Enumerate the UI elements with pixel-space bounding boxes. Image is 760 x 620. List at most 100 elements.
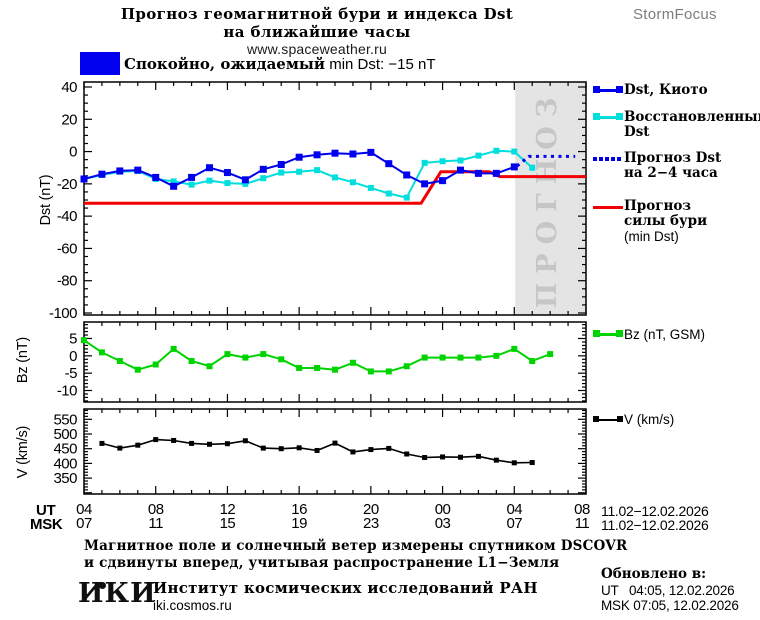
marker-dst-kyoto: [457, 166, 464, 174]
xtick-msk: 03: [435, 515, 451, 532]
ytick-label: 5: [69, 331, 77, 348]
marker-dst-kyoto: [403, 171, 411, 179]
ytick-label: -80: [57, 273, 77, 290]
legend-dst-kyoto-label: Dst, Киото: [624, 82, 708, 98]
marker-dst-restored: [332, 174, 338, 181]
marker-v: [404, 451, 410, 457]
ytick-label: -10: [57, 383, 77, 400]
marker-dst-restored: [349, 179, 356, 186]
updated-msk: MSK 07:05, 12.02.2026: [601, 598, 739, 613]
marker-dst-kyoto: [80, 175, 88, 183]
marker-dst-restored: [260, 175, 267, 182]
legend-forecast-swatch: [593, 153, 623, 165]
marker-bz: [475, 354, 482, 361]
marker-dst-kyoto: [439, 177, 447, 185]
institute-name: Институт космических исследований РАН: [153, 579, 538, 597]
marker-dst-kyoto: [349, 150, 357, 158]
xtick-ut: 08: [148, 501, 164, 518]
footnote-line-2: и сдвинуты вперед, учитывая распростране…: [84, 555, 560, 571]
marker-dst-kyoto: [313, 151, 321, 159]
site-url: www.spaceweather.ru: [247, 41, 387, 57]
ytick-label: 350: [53, 470, 77, 487]
marker-dst-restored: [206, 177, 213, 184]
legend-storm-swatch: [593, 201, 623, 213]
marker-dst-restored: [170, 178, 177, 185]
marker-dst-kyoto: [206, 164, 213, 172]
marker-dst-restored: [457, 157, 464, 164]
marker-dst-restored: [278, 169, 285, 176]
marker-bz: [457, 354, 464, 361]
xtick-ut: 04: [506, 501, 522, 518]
brand-label: StormFocus: [633, 6, 717, 23]
xtick-msk: 19: [291, 515, 307, 532]
legend-forecast-label-2: на 2−4 часа: [624, 165, 718, 181]
panel-dst: ПРОГНОЗ 40 20 0 -20 -40 -60 -80 -100: [49, 79, 587, 322]
marker-bz: [296, 364, 303, 371]
marker-dst-kyoto: [241, 176, 249, 184]
storm-status-ru: Спокойно, ожидаемый: [124, 55, 326, 73]
page-subtitle: на ближайшие часы: [223, 23, 411, 41]
xtick-ut: 16: [291, 501, 307, 518]
storm-status-en: min Dst: −15 nT: [329, 56, 436, 73]
marker-dst-kyoto: [295, 153, 303, 161]
marker-v: [529, 460, 535, 466]
ytick-label: 450: [53, 441, 77, 458]
marker-bz: [98, 349, 105, 356]
marker-v: [224, 441, 230, 447]
marker-v: [475, 453, 481, 459]
marker-dst-kyoto: [277, 160, 285, 168]
updated-label: Обновлено в:: [601, 566, 707, 582]
marker-v: [296, 445, 302, 451]
marker-bz: [170, 345, 177, 352]
marker-v: [135, 442, 141, 448]
marker-dst-kyoto: [367, 148, 375, 156]
marker-dst-restored: [188, 181, 195, 188]
marker-dst-restored: [511, 148, 518, 155]
marker-v: [458, 454, 463, 460]
legend-storm-label-1: Прогноз: [624, 198, 691, 214]
marker-dst-kyoto: [170, 182, 178, 190]
legend-v-label: V (km/s): [624, 412, 675, 427]
marker-v: [171, 437, 177, 443]
dst-axis-label: Dst (nT): [38, 174, 54, 226]
marker-bz: [439, 354, 446, 361]
marker-dst-restored: [475, 152, 482, 159]
marker-v: [422, 455, 428, 461]
marker-v: [440, 454, 446, 460]
marker-dst-kyoto: [474, 169, 482, 177]
ytick-label: -60: [57, 240, 77, 257]
legend-restored-swatch: [593, 111, 623, 123]
ytick-label: -20: [57, 176, 77, 193]
marker-bz: [332, 366, 338, 373]
xtick-ut: 20: [363, 501, 379, 518]
marker-bz: [134, 366, 141, 373]
marker-dst-kyoto: [385, 160, 393, 168]
marker-v: [314, 447, 320, 453]
footnote-line-1: Магнитное поле и солнечный ветер измерен…: [84, 538, 628, 554]
legend-dst-kyoto-swatch: [593, 84, 623, 96]
marker-bz: [367, 368, 374, 375]
marker-bz: [421, 354, 428, 361]
v-axis-label: V (km/s): [15, 425, 31, 479]
legend-storm-label-3: (min Dst): [624, 229, 679, 244]
marker-dst-kyoto: [259, 165, 267, 173]
marker-bz: [385, 368, 392, 375]
marker-bz: [493, 352, 500, 359]
marker-bz: [529, 358, 536, 365]
xtick-ut: 08: [574, 501, 590, 518]
forecast-band: [515, 82, 586, 315]
iki-logo-dot: [99, 582, 106, 589]
marker-v: [189, 440, 195, 446]
marker-dst-restored: [367, 184, 374, 191]
storm-level-swatch: [80, 52, 120, 75]
ytick-label: 500: [53, 426, 77, 443]
legend-restored-label-1: Восстановленный: [624, 109, 760, 125]
marker-dst-restored: [242, 180, 249, 187]
legend-v-swatch: [593, 413, 623, 425]
ytick-label: -40: [57, 208, 77, 225]
marker-bz: [242, 354, 249, 361]
xtick-msk: 15: [220, 515, 236, 532]
legend-restored-label-2: Dst: [624, 124, 650, 140]
marker-dst-kyoto: [188, 173, 196, 181]
